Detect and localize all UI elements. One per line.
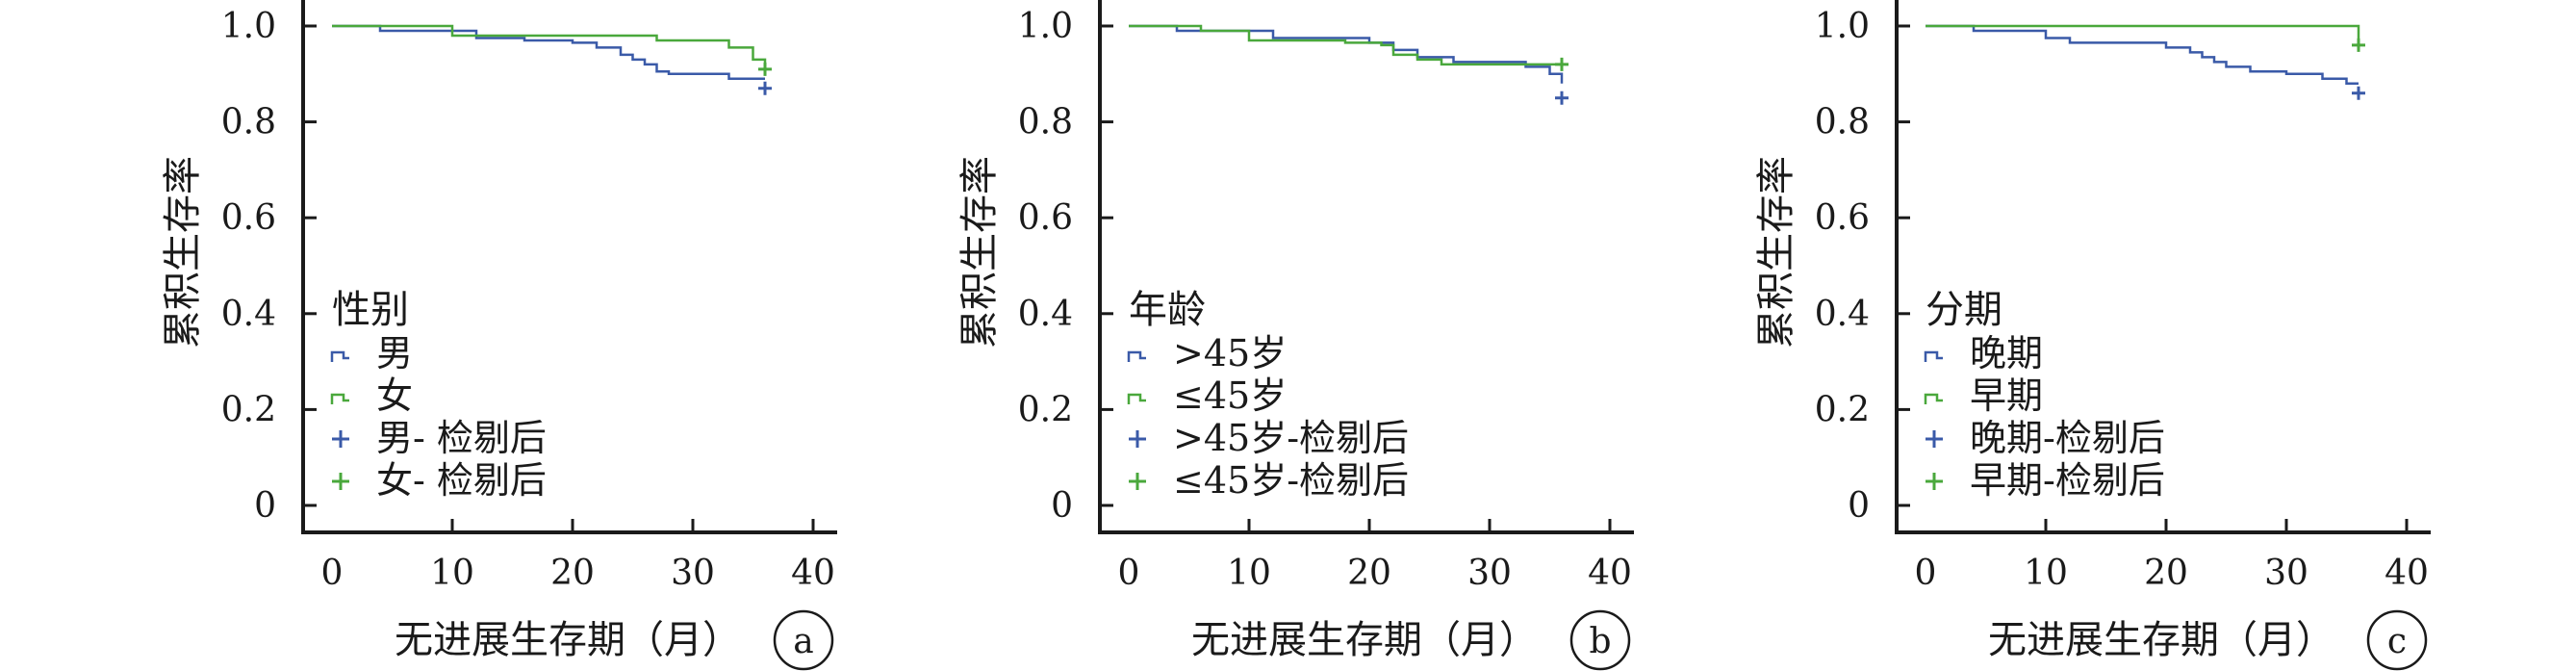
y-tick-label: 0.8 — [221, 103, 276, 142]
y-tick-label: 0.2 — [1815, 390, 1870, 429]
panel-label: b — [1589, 622, 1611, 661]
legend-label: ≤45岁 — [1173, 374, 1287, 417]
y-tick-label: 0.8 — [1018, 103, 1073, 142]
x-axis-title: 无进展生存期（月） — [395, 618, 741, 662]
x-axis-title: 无进展生存期（月） — [1988, 618, 2334, 662]
legend-title: 分期 — [1926, 288, 2002, 332]
y-axis-title: 累积生存率 — [957, 156, 1002, 348]
legend-swatch-line — [1924, 350, 1943, 362]
censor-mark — [2352, 38, 2365, 52]
panel-label: a — [793, 622, 813, 661]
legend-swatch-line — [1127, 350, 1146, 362]
y-tick-label: 0 — [1051, 486, 1073, 526]
x-tick-label: 40 — [2385, 554, 2429, 593]
x-tick-label: 30 — [1467, 554, 1512, 593]
y-tick-label: 0.6 — [1815, 198, 1870, 238]
censor-mark — [1555, 57, 1569, 71]
x-tick-label: 10 — [430, 554, 474, 593]
panel-label-circle — [773, 609, 834, 671]
legend-swatch-line — [330, 393, 349, 404]
legend-swatch-censor — [1129, 430, 1146, 448]
legend-label: >45岁 — [1173, 332, 1287, 374]
censor-mark — [758, 62, 772, 76]
series-line-a — [1926, 24, 2359, 86]
y-tick-label: 0.2 — [221, 390, 276, 429]
y-tick-label: 0.6 — [221, 198, 276, 238]
y-tick-label: 1.0 — [1018, 7, 1073, 46]
legend-label: ≤45岁-检剔后 — [1173, 459, 1409, 502]
series-line-b — [332, 24, 767, 69]
legend-label: 早期 — [1970, 374, 2043, 417]
panel-a: 0 0.2 0.4 0.6 0.8 1.0 0 10 20 30 40 无进展生存期（月） 累积生存率 a… — [161, 0, 837, 671]
x-tick-label: 20 — [550, 554, 595, 593]
legend-label: >45岁-检剔后 — [1173, 417, 1409, 459]
legend-swatch-line — [1127, 393, 1146, 404]
panel-c: 0 0.2 0.4 0.6 0.8 1.0 0 10 20 30 40 无进展生存期（月） 累积生存率 c… — [1754, 0, 2431, 671]
legend-swatch-censor — [1926, 430, 1943, 448]
censor-mark — [2352, 86, 2365, 100]
legend-title: 年龄 — [1129, 288, 1206, 332]
y-tick-label: 0.8 — [1815, 103, 1870, 142]
y-tick-label: 1.0 — [221, 7, 276, 46]
y-tick-label: 0.6 — [1018, 198, 1073, 238]
y-tick-label: 0 — [254, 486, 276, 526]
legend-label: 早期-检剔后 — [1970, 459, 2165, 502]
y-tick-label: 0.4 — [1815, 295, 1870, 334]
legend-label: 女 — [376, 374, 413, 417]
legend-label: 晚期-检剔后 — [1970, 417, 2165, 459]
panel-b: 0 0.2 0.4 0.6 0.8 1.0 0 10 20 30 40 无进展生存期（月） 累积生存率 b… — [957, 0, 1634, 671]
series-line-a — [332, 24, 765, 81]
x-tick-label: 30 — [2264, 554, 2308, 593]
x-axis-title: 无进展生存期（月） — [1191, 618, 1538, 662]
legend-label: 男 — [376, 332, 413, 374]
panel-label-circle — [1569, 609, 1631, 671]
series-line-b — [1129, 24, 1562, 66]
y-tick-label: 0.4 — [1018, 295, 1073, 334]
y-axis-title: 累积生存率 — [1754, 156, 1798, 348]
panel-label: c — [2387, 622, 2407, 661]
y-tick-label: 0.2 — [1018, 390, 1073, 429]
legend-swatch-censor — [1129, 473, 1146, 490]
legend-swatch-censor — [332, 473, 349, 490]
legend-swatch-censor — [1926, 473, 1943, 490]
legend-label: 晚期 — [1970, 332, 2043, 374]
legend-swatch-line — [1924, 393, 1943, 404]
censor-mark — [1555, 90, 1569, 105]
x-tick-label: 0 — [1915, 554, 1937, 593]
x-tick-label: 0 — [321, 554, 344, 593]
x-tick-label: 40 — [791, 554, 835, 593]
panel-label-circle — [2366, 609, 2428, 671]
x-tick-label: 10 — [2024, 554, 2068, 593]
y-axis-title: 累积生存率 — [161, 156, 205, 348]
x-tick-label: 10 — [1227, 554, 1271, 593]
x-tick-label: 0 — [1118, 554, 1140, 593]
y-tick-label: 0 — [1848, 486, 1870, 526]
x-tick-label: 20 — [1347, 554, 1391, 593]
y-tick-label: 1.0 — [1815, 7, 1870, 46]
y-tick-label: 0.4 — [221, 295, 276, 334]
legend-swatch-line — [330, 350, 349, 362]
x-tick-label: 30 — [671, 554, 715, 593]
censor-mark — [758, 81, 772, 95]
legend-title: 性别 — [332, 288, 409, 332]
series-line-a — [1129, 24, 1564, 84]
x-tick-label: 40 — [1588, 554, 1632, 593]
legend-label: 男- 检剔后 — [376, 417, 547, 459]
legend-swatch-censor — [332, 430, 349, 448]
x-tick-label: 20 — [2144, 554, 2188, 593]
legend-label: 女- 检剔后 — [376, 459, 547, 502]
